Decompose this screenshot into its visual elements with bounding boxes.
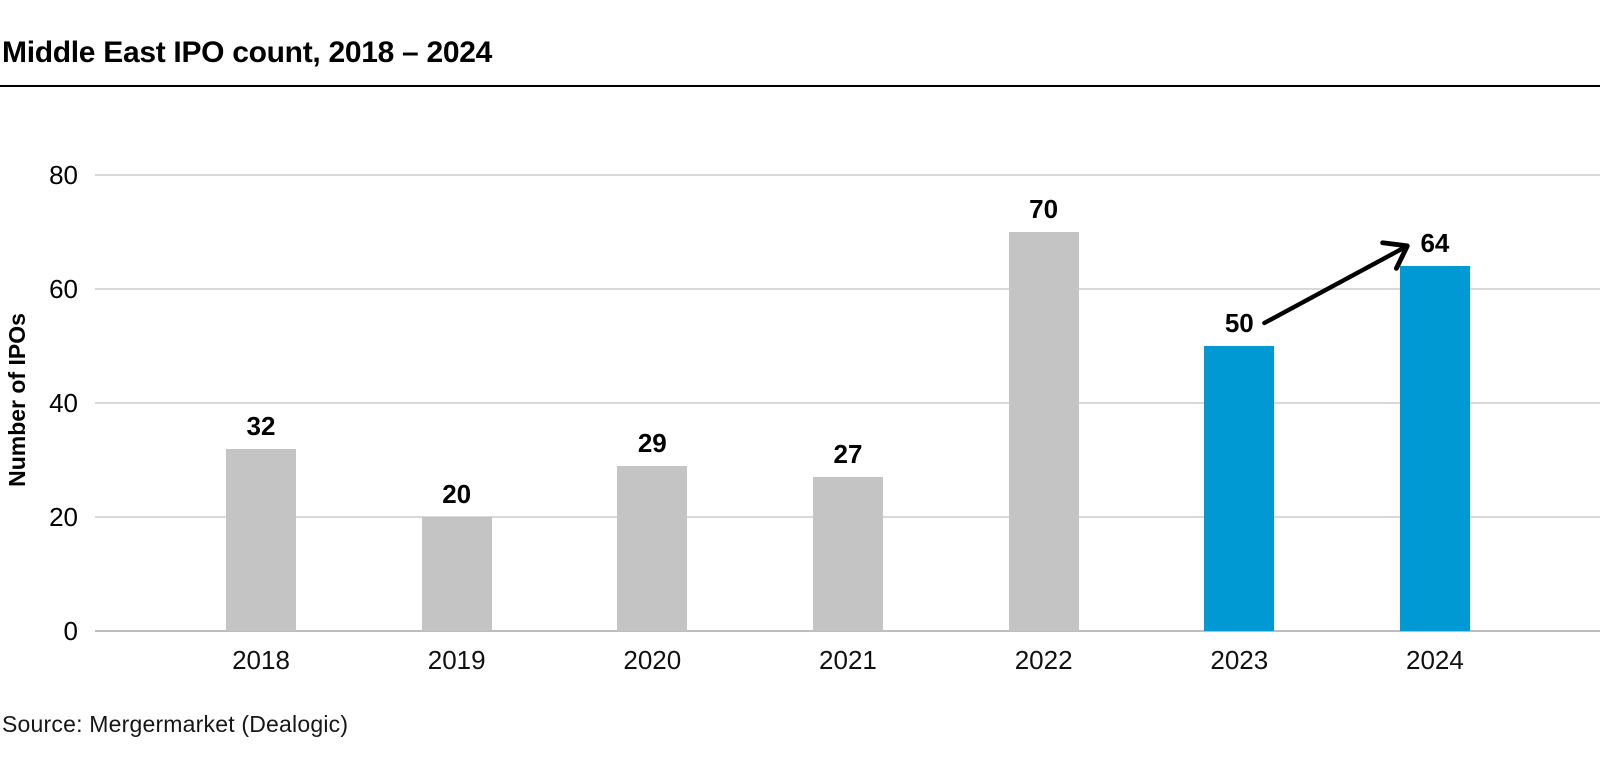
y-tick-label: 60 (49, 273, 78, 304)
gridline (95, 402, 1600, 404)
bar-value-label: 32 (246, 410, 276, 441)
bar-value-label: 27 (833, 439, 863, 470)
bar-2022: 70 2022 (1008, 194, 1079, 675)
title-divider (0, 85, 1600, 87)
y-tick-label: 80 (49, 159, 78, 190)
bar-2021: 27 2021 (812, 439, 883, 675)
y-tick-label: 40 (49, 387, 78, 418)
x-tick-label: 2022 (1014, 645, 1073, 675)
gridline (95, 288, 1600, 290)
x-tick-label: 2023 (1210, 645, 1269, 675)
y-tick-label: 20 (49, 501, 78, 532)
bars-layer: 32 2018 20 2019 29 2020 27 2021 70 2022 50 2023 64 20… (226, 175, 1470, 675)
y-tick-label: 0 (63, 615, 78, 646)
bar-value-label: 29 (637, 427, 667, 458)
bar-value-label: 64 (1420, 228, 1450, 259)
x-tick-label: 2020 (623, 645, 682, 675)
y-axis-ticks: 0 20 40 60 80 (0, 161, 78, 644)
bar-value-label: 50 (1224, 308, 1254, 338)
x-tick-label: 2024 (1406, 645, 1464, 675)
gridline (95, 174, 1600, 176)
bar-2018: 32 2018 (226, 411, 296, 675)
x-axis-line (95, 630, 1600, 632)
source-text: Source: Mergermarket (Dealogic) (2, 711, 349, 737)
x-tick-label: 2018 (232, 645, 290, 675)
bar-value-label: 70 (1029, 194, 1059, 224)
bar-2020: 29 2020 (617, 428, 688, 675)
bar-2023: 50 2023 (1204, 308, 1275, 675)
chart-title: Middle East IPO count, 2018 – 2024 (2, 36, 493, 69)
x-tick-label: 2019 (427, 645, 486, 675)
bar-2019: 20 2019 (421, 479, 492, 675)
bar-2024: 64 2024 (1399, 228, 1470, 675)
bar-value-label: 20 (442, 479, 472, 509)
x-tick-label: 2021 (819, 645, 877, 675)
